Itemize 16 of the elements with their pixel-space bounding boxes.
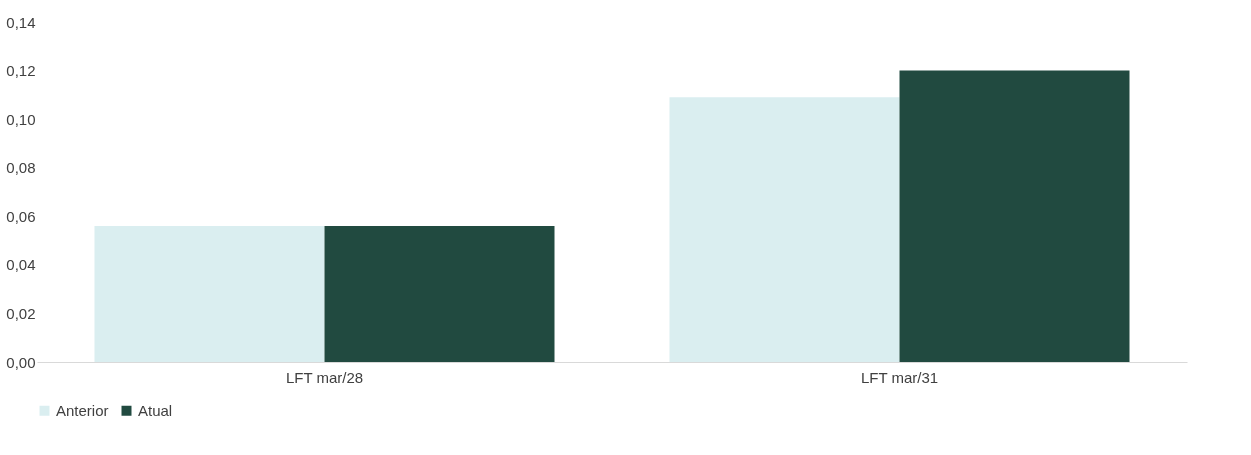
legend-label: Anterior xyxy=(56,401,109,419)
legend-label: Atual xyxy=(138,401,173,419)
y-tick-label: 0,08 xyxy=(6,159,36,177)
y-tick-label: 0,00 xyxy=(6,353,36,371)
y-tick-label: 0,10 xyxy=(6,110,36,128)
y-tick-label: 0,04 xyxy=(6,256,36,274)
y-tick-label: 0,02 xyxy=(6,304,36,322)
y-tick-label: 0,06 xyxy=(6,207,36,225)
bar xyxy=(899,70,1130,362)
bar xyxy=(669,97,900,362)
y-tick-label: 0,12 xyxy=(6,62,36,80)
y-tick-label: 0,14 xyxy=(6,13,36,31)
bar xyxy=(324,226,555,362)
bar xyxy=(94,226,325,362)
x-tick-label: LFT mar/28 xyxy=(285,368,364,386)
x-tick-label: LFT mar/31 xyxy=(860,368,939,386)
